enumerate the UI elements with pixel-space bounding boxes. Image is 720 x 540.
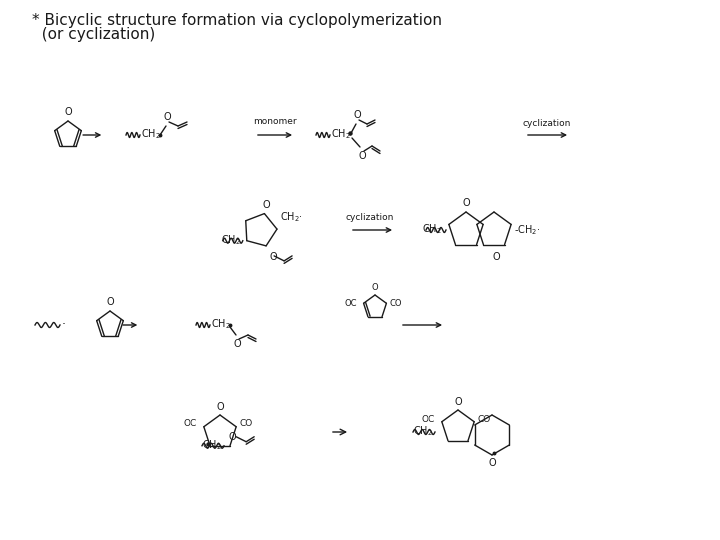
- Text: O: O: [488, 458, 496, 468]
- Text: CO: CO: [389, 300, 402, 308]
- Text: monomer: monomer: [253, 117, 297, 125]
- Text: O: O: [216, 402, 224, 412]
- Text: O: O: [354, 110, 361, 120]
- Text: O: O: [233, 339, 240, 349]
- Text: CH$_2$: CH$_2$: [422, 222, 442, 236]
- Text: CH$_2$: CH$_2$: [202, 438, 222, 451]
- Text: CH$_2$: CH$_2$: [413, 424, 433, 438]
- Text: O: O: [64, 107, 72, 117]
- Text: CO: CO: [239, 420, 252, 429]
- Text: O: O: [228, 432, 236, 442]
- Text: O: O: [462, 198, 470, 208]
- Text: O: O: [454, 397, 462, 407]
- Text: O: O: [269, 252, 276, 262]
- Text: CH$_2$: CH$_2$: [141, 127, 161, 141]
- Text: OC: OC: [422, 415, 435, 423]
- Text: O: O: [358, 151, 366, 161]
- Text: O: O: [106, 297, 114, 307]
- Text: ·: ·: [62, 319, 66, 332]
- Text: CH$_2$·: CH$_2$·: [280, 210, 303, 224]
- Text: (or cyclization): (or cyclization): [32, 27, 156, 42]
- Text: O: O: [492, 252, 500, 262]
- Text: * Bicyclic structure formation via cyclopolymerization: * Bicyclic structure formation via cyclo…: [32, 13, 442, 28]
- Text: cyclization: cyclization: [523, 118, 571, 127]
- Text: CH$_2$: CH$_2$: [331, 127, 351, 141]
- Text: CO: CO: [477, 415, 490, 423]
- Text: cyclization: cyclization: [346, 213, 394, 222]
- Text: O: O: [263, 200, 270, 210]
- Text: OC: OC: [184, 420, 197, 429]
- Text: CH$_2$: CH$_2$: [211, 317, 231, 331]
- Text: CH$_2$: CH$_2$: [221, 233, 240, 247]
- Text: O: O: [163, 112, 171, 122]
- Text: -CH$_2$·: -CH$_2$·: [514, 223, 541, 237]
- Text: O: O: [372, 283, 378, 292]
- Text: OC: OC: [344, 300, 357, 308]
